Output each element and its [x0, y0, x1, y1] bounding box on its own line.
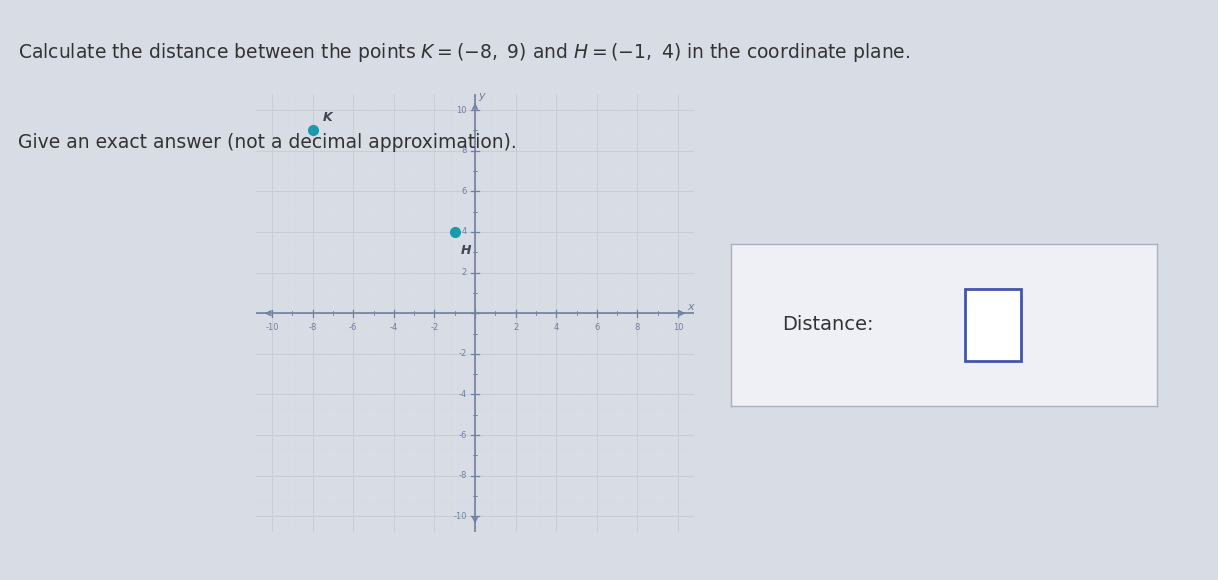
Text: H: H [460, 244, 471, 257]
Text: -10: -10 [266, 323, 279, 332]
Text: -6: -6 [350, 323, 357, 332]
Text: 6: 6 [594, 323, 599, 332]
Text: 4: 4 [462, 227, 466, 237]
Text: 10: 10 [672, 323, 683, 332]
Text: 8: 8 [635, 323, 641, 332]
Text: Give an exact answer (not a decimal approximation).: Give an exact answer (not a decimal appr… [18, 133, 516, 153]
Text: -4: -4 [390, 323, 398, 332]
Text: -4: -4 [459, 390, 466, 399]
Text: Distance:: Distance: [782, 316, 873, 334]
Text: 4: 4 [554, 323, 559, 332]
Text: -2: -2 [459, 349, 466, 358]
Text: 2: 2 [462, 268, 466, 277]
Text: $y$: $y$ [477, 91, 487, 103]
Text: 10: 10 [457, 106, 466, 115]
FancyBboxPatch shape [965, 289, 1021, 361]
Text: $x$: $x$ [687, 302, 695, 312]
Text: -2: -2 [430, 323, 438, 332]
Text: -10: -10 [453, 512, 466, 521]
Text: -6: -6 [458, 430, 466, 440]
Text: -8: -8 [308, 323, 317, 332]
Text: K: K [323, 111, 333, 124]
Text: 6: 6 [462, 187, 466, 196]
Text: 8: 8 [462, 146, 466, 155]
Text: Calculate the distance between the points $K=(-8,\ 9)$ and $H=(-1,\ 4)$ in the c: Calculate the distance between the point… [18, 41, 911, 64]
Text: 2: 2 [513, 323, 518, 332]
Text: -8: -8 [458, 471, 466, 480]
